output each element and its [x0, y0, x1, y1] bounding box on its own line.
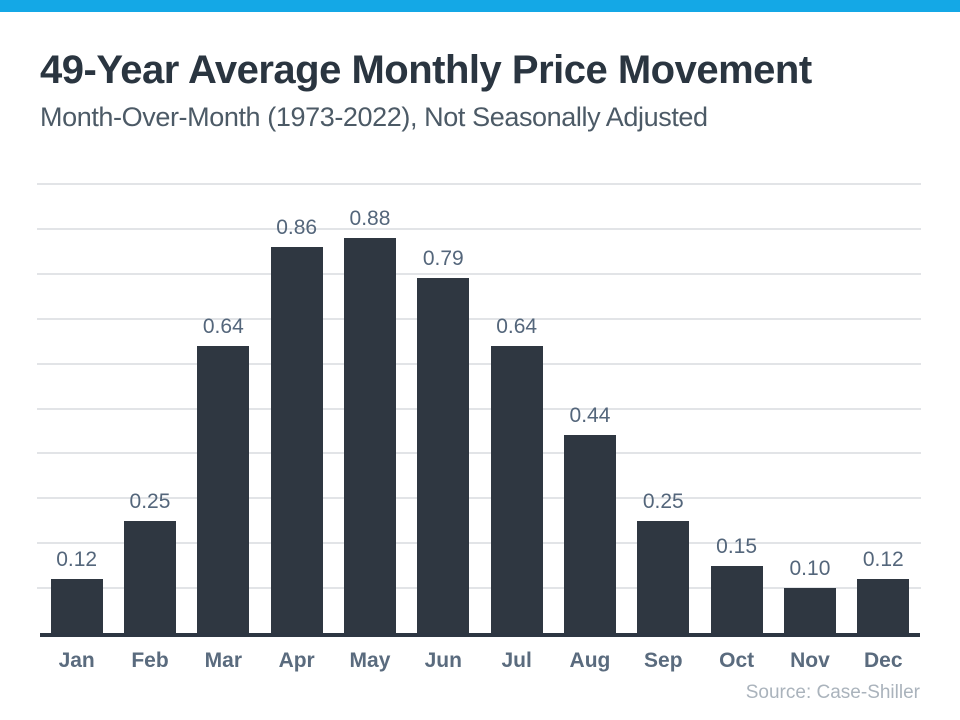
- source-attribution: Source: Case-Shiller: [745, 682, 920, 703]
- bar-oct: [710, 565, 763, 633]
- bar-slot-aug: 0.44: [553, 184, 626, 633]
- bar-value-label-jun: 0.79: [422, 247, 464, 271]
- bar-dec: [857, 579, 910, 633]
- gridline: [37, 497, 921, 500]
- bar-slot-jun: 0.79: [407, 184, 480, 633]
- gridline: [37, 542, 921, 545]
- bar-slot-dec: 0.12: [847, 184, 920, 633]
- x-axis-label-sep: Sep: [644, 649, 683, 672]
- bar-apr: [270, 246, 323, 633]
- x-axis-label-oct: Oct: [719, 649, 755, 672]
- bar-jan: [50, 579, 103, 633]
- x-axis-label-feb: Feb: [131, 649, 169, 672]
- gridline: [37, 362, 921, 365]
- bar-slot-nov: 0.10: [773, 184, 846, 633]
- gridline: [37, 317, 921, 320]
- top-accent-bar: [0, 0, 960, 12]
- bar-value-label-dec: 0.12: [862, 548, 904, 572]
- x-axis-label-may: May: [349, 649, 391, 672]
- bar-value-label-oct: 0.15: [716, 534, 758, 558]
- bar-slot-apr: 0.86: [260, 184, 333, 633]
- bar-value-label-feb: 0.25: [129, 489, 171, 513]
- gridline: [37, 183, 921, 185]
- bar-jun: [417, 278, 470, 633]
- gridline: [37, 272, 921, 275]
- x-axis-label-jun: Jun: [424, 649, 462, 672]
- page-subtitle: Month-Over-Month (1973-2022), Not Season…: [40, 102, 708, 132]
- bar-value-label-sep: 0.25: [642, 489, 684, 513]
- bar-slot-mar: 0.64: [187, 184, 260, 633]
- bar-mar: [197, 345, 250, 633]
- gridline: [37, 587, 921, 590]
- gridline: [37, 452, 921, 455]
- bar-nov: [783, 588, 836, 633]
- page-title: 49-Year Average Monthly Price Movement: [40, 48, 812, 92]
- x-axis-label-aug: Aug: [569, 649, 611, 672]
- x-axis-label-jul: Jul: [501, 649, 532, 672]
- bar-value-label-jan: 0.12: [56, 548, 98, 572]
- x-axis-labels: Jan Feb Mar Apr May Jun Jul Aug Sep Oct Nov Dec: [40, 649, 920, 673]
- bar-slot-oct: 0.15: [700, 184, 773, 633]
- bar-feb: [123, 520, 176, 633]
- x-axis-label-apr: Apr: [278, 649, 315, 672]
- gridline: [37, 227, 921, 230]
- bars-container: 0.12 0.25 0.64 0.86 0.88 0.79 0.64 0.44 0.25 0.15…: [40, 184, 920, 633]
- bar-value-label-may: 0.88: [349, 206, 391, 230]
- bar-slot-jan: 0.12: [40, 184, 113, 633]
- bar-slot-may: 0.88: [333, 184, 406, 633]
- bar-jul: [490, 345, 543, 633]
- bar-chart: 0.12 0.25 0.64 0.86 0.88 0.79 0.64 0.44 0.25 0.15…: [37, 183, 921, 633]
- bar-value-label-aug: 0.44: [569, 404, 611, 428]
- gridline: [37, 407, 921, 410]
- bar-value-label-apr: 0.86: [276, 215, 318, 239]
- bar-slot-sep: 0.25: [627, 184, 700, 633]
- bar-slot-jul: 0.64: [480, 184, 553, 633]
- bar-sep: [637, 520, 690, 633]
- bar-value-label-jul: 0.64: [496, 314, 538, 338]
- x-axis-label-nov: Nov: [790, 649, 830, 672]
- bar-value-label-mar: 0.64: [202, 314, 244, 338]
- x-axis-label-jan: Jan: [58, 649, 95, 672]
- bar-value-label-nov: 0.10: [789, 557, 831, 581]
- x-axis-line: [40, 633, 920, 637]
- bar-aug: [563, 435, 616, 633]
- x-axis-label-dec: Dec: [864, 649, 903, 672]
- x-axis-label-mar: Mar: [204, 649, 242, 672]
- bar-slot-feb: 0.25: [113, 184, 186, 633]
- bar-may: [343, 237, 396, 633]
